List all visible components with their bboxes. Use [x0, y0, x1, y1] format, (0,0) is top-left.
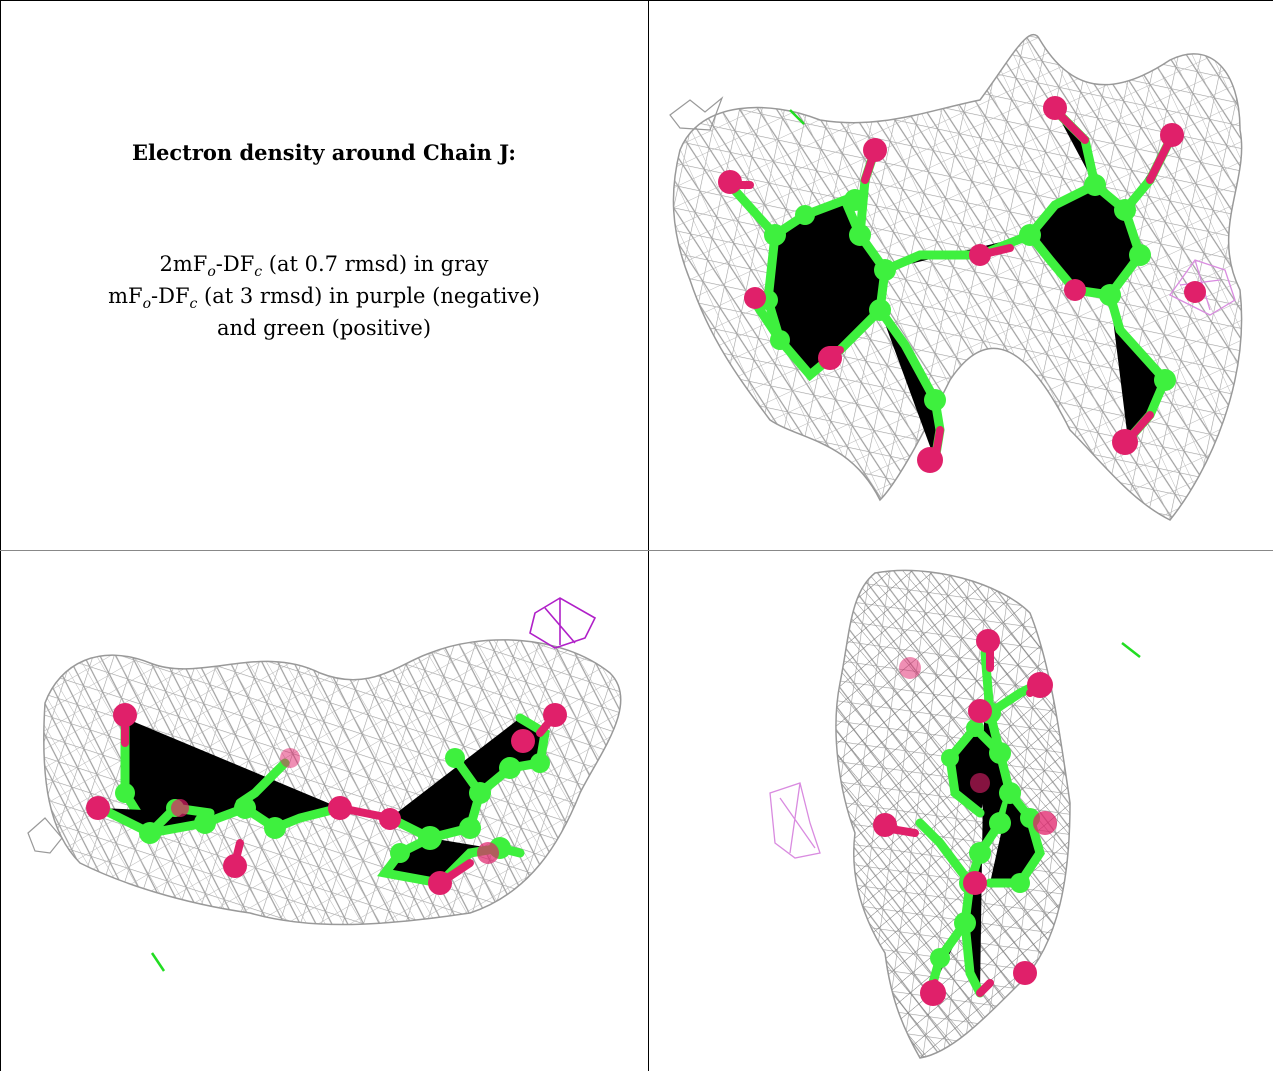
table-divider-vertical [648, 0, 649, 1071]
figure-heading: Electron density around Chain J: [132, 140, 516, 165]
table-border-left [0, 0, 1, 1071]
negative-density-blob [529, 597, 597, 649]
gray-mesh-2fofc [835, 570, 1070, 1058]
table-divider-horizontal [0, 550, 1273, 551]
positive-density-blob [1121, 642, 1141, 658]
stray-mesh [27, 817, 63, 854]
map-legend: 2mFo-DFc (at 0.7 rmsd) in gray mFo-DFc (… [0, 248, 648, 344]
table-border-top [0, 0, 1273, 1]
legend-line-2fofc: 2mFo-DFc (at 0.7 rmsd) in gray [159, 252, 489, 281]
legend-line-positive: and green (positive) [216, 316, 432, 340]
negative-density-blob [769, 782, 821, 859]
gray-mesh-2fofc [673, 34, 1242, 521]
ligand-model [873, 629, 1057, 1006]
density-view-1 [669, 33, 1243, 521]
legend-cell: Electron density around Chain J: 2mFo-DF… [0, 0, 648, 550]
stray-mesh [669, 96, 724, 131]
density-view-2 [27, 597, 622, 972]
density-panel-bottom-right [650, 553, 1273, 1071]
positive-density-blob [150, 952, 166, 972]
positive-density-blob [789, 109, 805, 125]
ligand-model [718, 96, 1206, 473]
density-view-3 [769, 569, 1141, 1059]
density-panel-bottom-left [0, 553, 648, 1071]
ligand-model [86, 703, 567, 895]
legend-line-fofc: mFo-DFc (at 3 rmsd) in purple (negative) [108, 284, 540, 313]
density-panel-top-right [650, 0, 1273, 550]
